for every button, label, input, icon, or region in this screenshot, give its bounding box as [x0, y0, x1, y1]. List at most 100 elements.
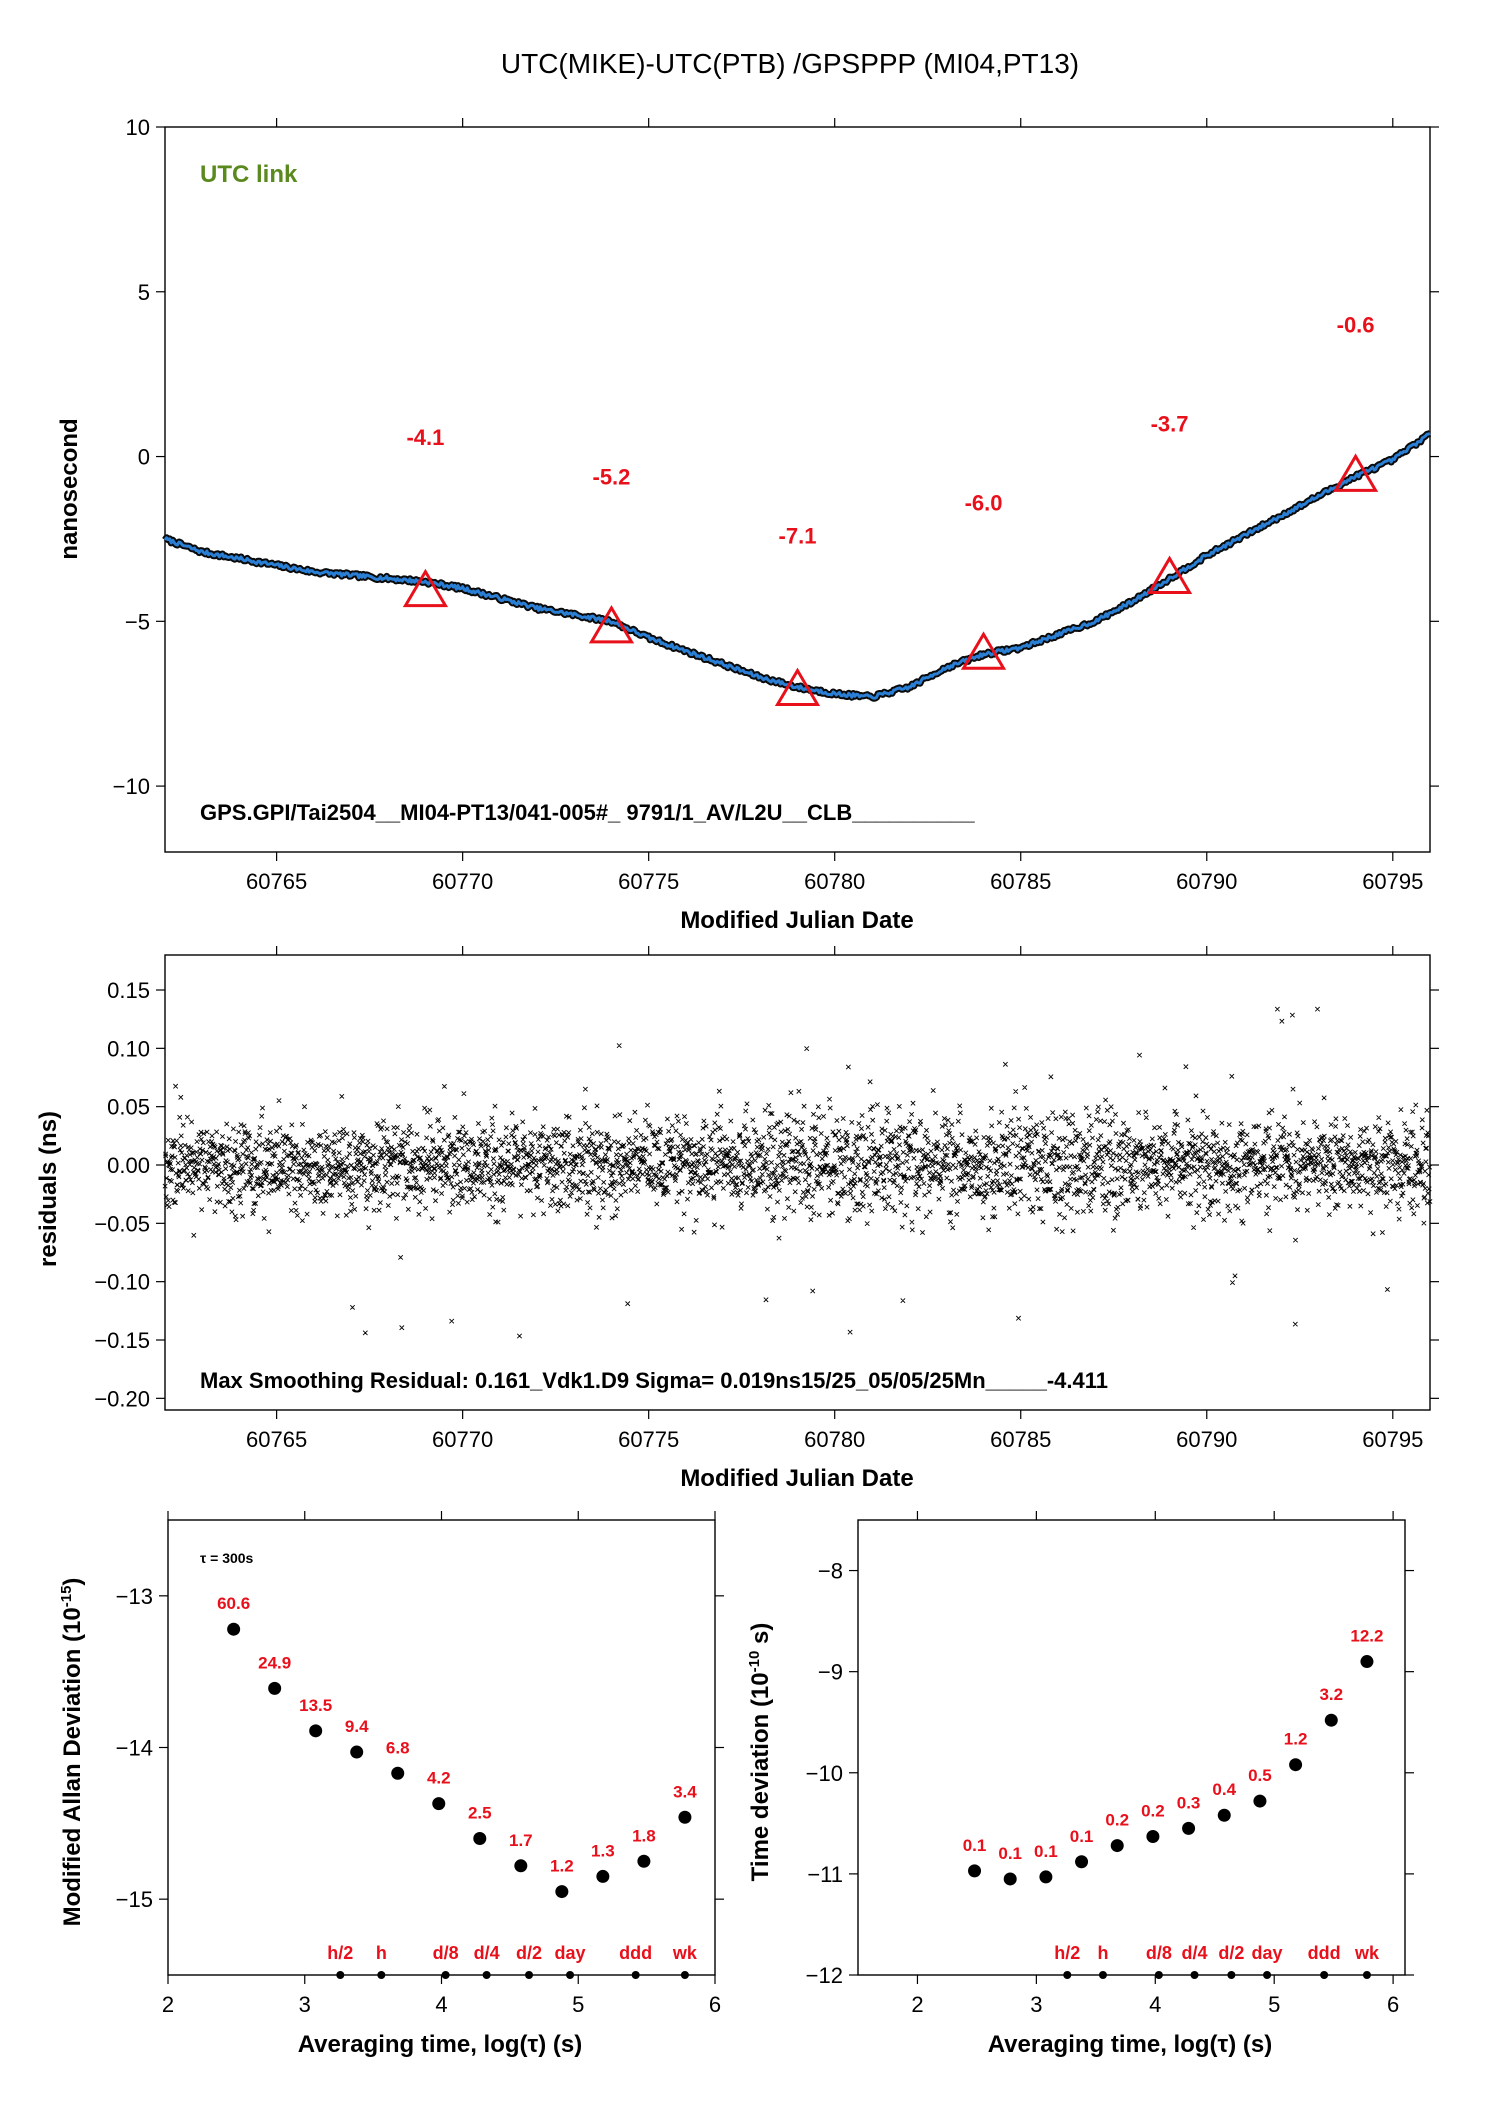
mdev-y-title-tail: )	[59, 1578, 86, 1586]
tdev-interval-label: h	[1097, 1943, 1108, 1963]
figure-title: UTC(MIKE)-UTC(PTB) /GPSPPP (MI04,PT13)	[501, 48, 1079, 79]
tdev-point	[1110, 1839, 1124, 1853]
y-tick-label: −10	[113, 774, 150, 799]
residuals-plot-frame	[164, 954, 1431, 1411]
tdev-point-label: 0.1	[1070, 1827, 1094, 1846]
tdev-point	[1217, 1808, 1231, 1822]
tdev-interval-label: ddd	[1308, 1943, 1341, 1963]
mdev-interval-label: day	[555, 1943, 586, 1963]
mdev-y-title-exponent: -15	[58, 1586, 75, 1608]
mdev-interval-label: wk	[672, 1943, 698, 1963]
tdev-point-label: 0.4	[1212, 1780, 1236, 1799]
mdev-point	[555, 1885, 569, 1899]
offset-marker-triangle	[774, 667, 821, 707]
x-tick-label: 3	[299, 1992, 311, 2017]
tdev-point	[968, 1864, 982, 1878]
tdev-point-label: 0.5	[1248, 1766, 1272, 1785]
x-tick-label: 60765	[246, 1427, 307, 1452]
mdev-panel: τ = 300s 2 3 4 5 6−13−14−15 60.624.913.59.46…	[58, 1511, 724, 2058]
x-tick-label: 4	[1149, 1992, 1161, 2017]
tdev-interval-dot	[1320, 1971, 1329, 1979]
offset-marker-label: -0.6	[1337, 313, 1375, 338]
tdev-interval-dot	[1227, 1971, 1236, 1979]
tdev-y-title-main: Time deviation (10	[747, 1672, 774, 1881]
tdev-y-title-tail: s)	[747, 1623, 774, 1651]
mdev-point-label: 1.8	[632, 1826, 656, 1845]
x-tick-label: 60775	[618, 869, 679, 894]
mdev-y-axis-title: Modified Allan Deviation (10-15)	[58, 1578, 86, 1927]
mdev-ticks: 2 3 4 5 6 −13 −14 −15	[116, 1511, 724, 2017]
mdev-point-label: 9.4	[345, 1717, 369, 1736]
x-tick-label: 5	[1268, 1992, 1280, 2017]
y-tick-label: 10	[126, 115, 150, 140]
tdev-point-label: 0.2	[1105, 1811, 1129, 1830]
tdev-interval-label: day	[1252, 1943, 1283, 1963]
tdev-y-title-exponent: -10	[746, 1651, 763, 1673]
mdev-point	[637, 1854, 651, 1868]
residuals-y-axis-title: residuals (ns)	[35, 1111, 62, 1267]
residuals-ticks: 60765 60770 60775 60780 60785 60790 60795 0.15 0…	[94, 946, 1439, 1452]
offset-trace	[162, 430, 1432, 702]
y-tick-label: −9	[818, 1660, 843, 1685]
mdev-interval-dot	[441, 1971, 450, 1979]
mdev-point-label: 13.5	[299, 1696, 332, 1715]
offset-marker-triangle	[1146, 555, 1193, 594]
residuals-points	[162, 1006, 1433, 1339]
offset-marker-triangle	[960, 631, 1007, 670]
tdev-interval-label: d/8	[1146, 1943, 1172, 1963]
tdev-point	[1253, 1794, 1267, 1808]
tdev-interval-label: h/2	[1054, 1943, 1080, 1963]
tdev-point	[1039, 1870, 1053, 1884]
mdev-interval-dot	[631, 1971, 640, 1979]
offset-trace-outline	[162, 430, 1432, 702]
tdev-panel: 2 3 4 5 6 −8 −9 −10 −11 −12 0.1 0.1 0.1 0.1 0.2 0.2 0.3…	[746, 1511, 1414, 2058]
tdev-point	[1182, 1821, 1196, 1835]
residual-points	[162, 1006, 1433, 1339]
y-tick-label: −15	[116, 1887, 153, 1912]
mdev-y-title-main: Modified Allan Deviation (10	[59, 1607, 86, 1926]
mdev-point-label: 2.5	[468, 1804, 492, 1823]
y-tick-label: 0.00	[107, 1153, 150, 1178]
mdev-interval-label: ddd	[619, 1943, 652, 1963]
x-tick-label: 60780	[804, 1427, 865, 1452]
mdev-point	[596, 1869, 610, 1883]
x-tick-label: 60780	[804, 869, 865, 894]
y-tick-label: 5	[138, 280, 150, 305]
tdev-point-label: 0.1	[998, 1844, 1022, 1863]
offset-marker-triangle	[588, 604, 635, 644]
tdev-x-axis-title: Averaging time, log(τ) (s)	[988, 2031, 1273, 2058]
tdev-points: 0.1 0.1 0.1 0.1 0.2 0.2 0.3 0.4 0.5 1.2 3.2 12.2	[963, 1627, 1383, 1886]
x-tick-label: 60795	[1362, 869, 1423, 894]
offset-marker-label: -6.0	[965, 491, 1003, 516]
x-tick-label: 60770	[432, 869, 493, 894]
y-tick-label: −0.10	[94, 1270, 150, 1295]
tdev-point-label: 1.2	[1284, 1730, 1308, 1749]
mdev-interval-dot	[336, 1971, 345, 1979]
x-tick-label: 60770	[432, 1427, 493, 1452]
x-tick-label: 2	[162, 1992, 174, 2017]
y-tick-label: −0.15	[94, 1328, 150, 1353]
tdev-plot-frame	[857, 1519, 1406, 1976]
x-tick-label: 60790	[1176, 869, 1237, 894]
tdev-interval-dot	[1098, 1971, 1107, 1979]
x-tick-label: 6	[1387, 1992, 1399, 2017]
offset-marker-triangle	[402, 568, 449, 608]
mdev-point-label: 1.7	[509, 1831, 533, 1850]
mdev-points: 60.6 24.9 13.5 9.4 6.8 4.2 2.5 1.7 1.2 1.3 1.8 3.4	[217, 1594, 697, 1899]
tdev-point-label: 0.2	[1141, 1801, 1165, 1820]
offset-panel: UTC link 60765 60770 60775 60780 60785 60790 6…	[56, 115, 1439, 934]
offset-trace-line	[163, 432, 1431, 700]
y-tick-label: −0.05	[94, 1211, 150, 1236]
offset-markers: -4.1 -5.2 -7.1 -6.0 -3.7 -0.6	[402, 313, 1379, 707]
mdev-interval-marks: h/2 h d/8 d/4 d/2 day ddd wk	[327, 1943, 698, 1979]
offset-marker-label: -7.1	[779, 524, 817, 549]
mdev-point	[309, 1724, 323, 1738]
mdev-point-label: 6.8	[386, 1738, 410, 1757]
tdev-interval-label: d/2	[1218, 1943, 1244, 1963]
offset-marker-label: -3.7	[1151, 412, 1189, 437]
x-tick-label: 60785	[990, 1427, 1051, 1452]
tdev-point	[1360, 1655, 1374, 1669]
tdev-point	[1289, 1758, 1303, 1772]
offset-x-axis-title: Modified Julian Date	[680, 907, 913, 934]
